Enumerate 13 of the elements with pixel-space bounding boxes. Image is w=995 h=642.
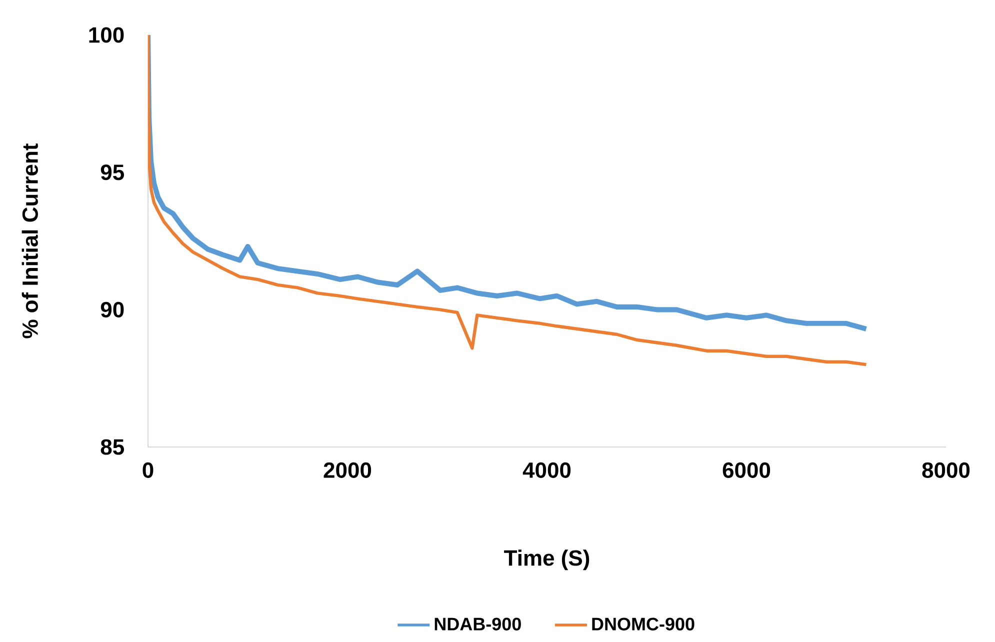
y-tick-label: 90 — [100, 302, 124, 318]
y-tick-label: 100 — [89, 27, 124, 43]
y-tick-label: 85 — [100, 439, 124, 455]
x-tick-label: 8000 — [922, 462, 970, 478]
x-tick-label: 0 — [142, 462, 154, 478]
x-tick-label: 6000 — [722, 462, 770, 478]
x-axis-title: Time (S) — [504, 550, 590, 570]
y-tick-label: 95 — [100, 164, 124, 180]
x-tick-label: 4000 — [522, 462, 571, 478]
x-tick-label: 2000 — [324, 462, 372, 478]
legend-label: NDAB-900 — [434, 618, 521, 630]
legend-label: DNOMC-900 — [592, 618, 694, 630]
y-axis-title: % of Initial Current — [22, 144, 38, 338]
